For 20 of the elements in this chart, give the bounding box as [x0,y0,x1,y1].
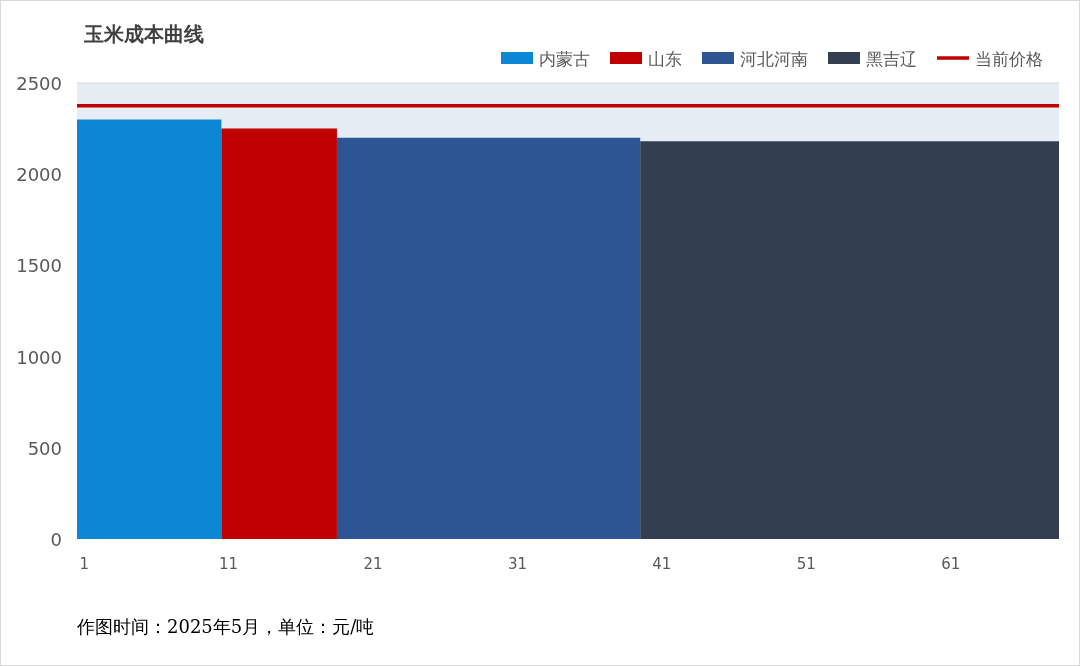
legend-label: 黑吉辽 [866,49,917,69]
legend-label: 河北河南 [740,49,808,69]
x-tick-label: 1 [79,555,89,573]
x-tick-label: 41 [652,555,672,573]
y-tick-label: 2000 [16,164,62,186]
chart-title: 玉米成本曲线 [83,22,204,46]
legend-label: 内蒙古 [539,49,590,69]
y-tick-label: 1500 [16,255,62,277]
x-tick-label: 31 [507,555,527,573]
legend-label: 当前价格 [975,49,1043,69]
y-tick-label: 500 [27,437,62,459]
y-tick-label: 1000 [16,346,62,368]
x-tick-label: 61 [941,555,961,573]
legend-label: 山东 [648,49,682,69]
x-tick-label: 21 [363,555,383,573]
x-tick-label: 51 [796,555,816,573]
x-tick-label: 11 [219,555,239,573]
y-tick-label: 0 [50,529,62,550]
text: 作图时间：2025年5月，单位：元/吨 [76,616,375,637]
y-tick-label: 2500 [16,73,62,94]
